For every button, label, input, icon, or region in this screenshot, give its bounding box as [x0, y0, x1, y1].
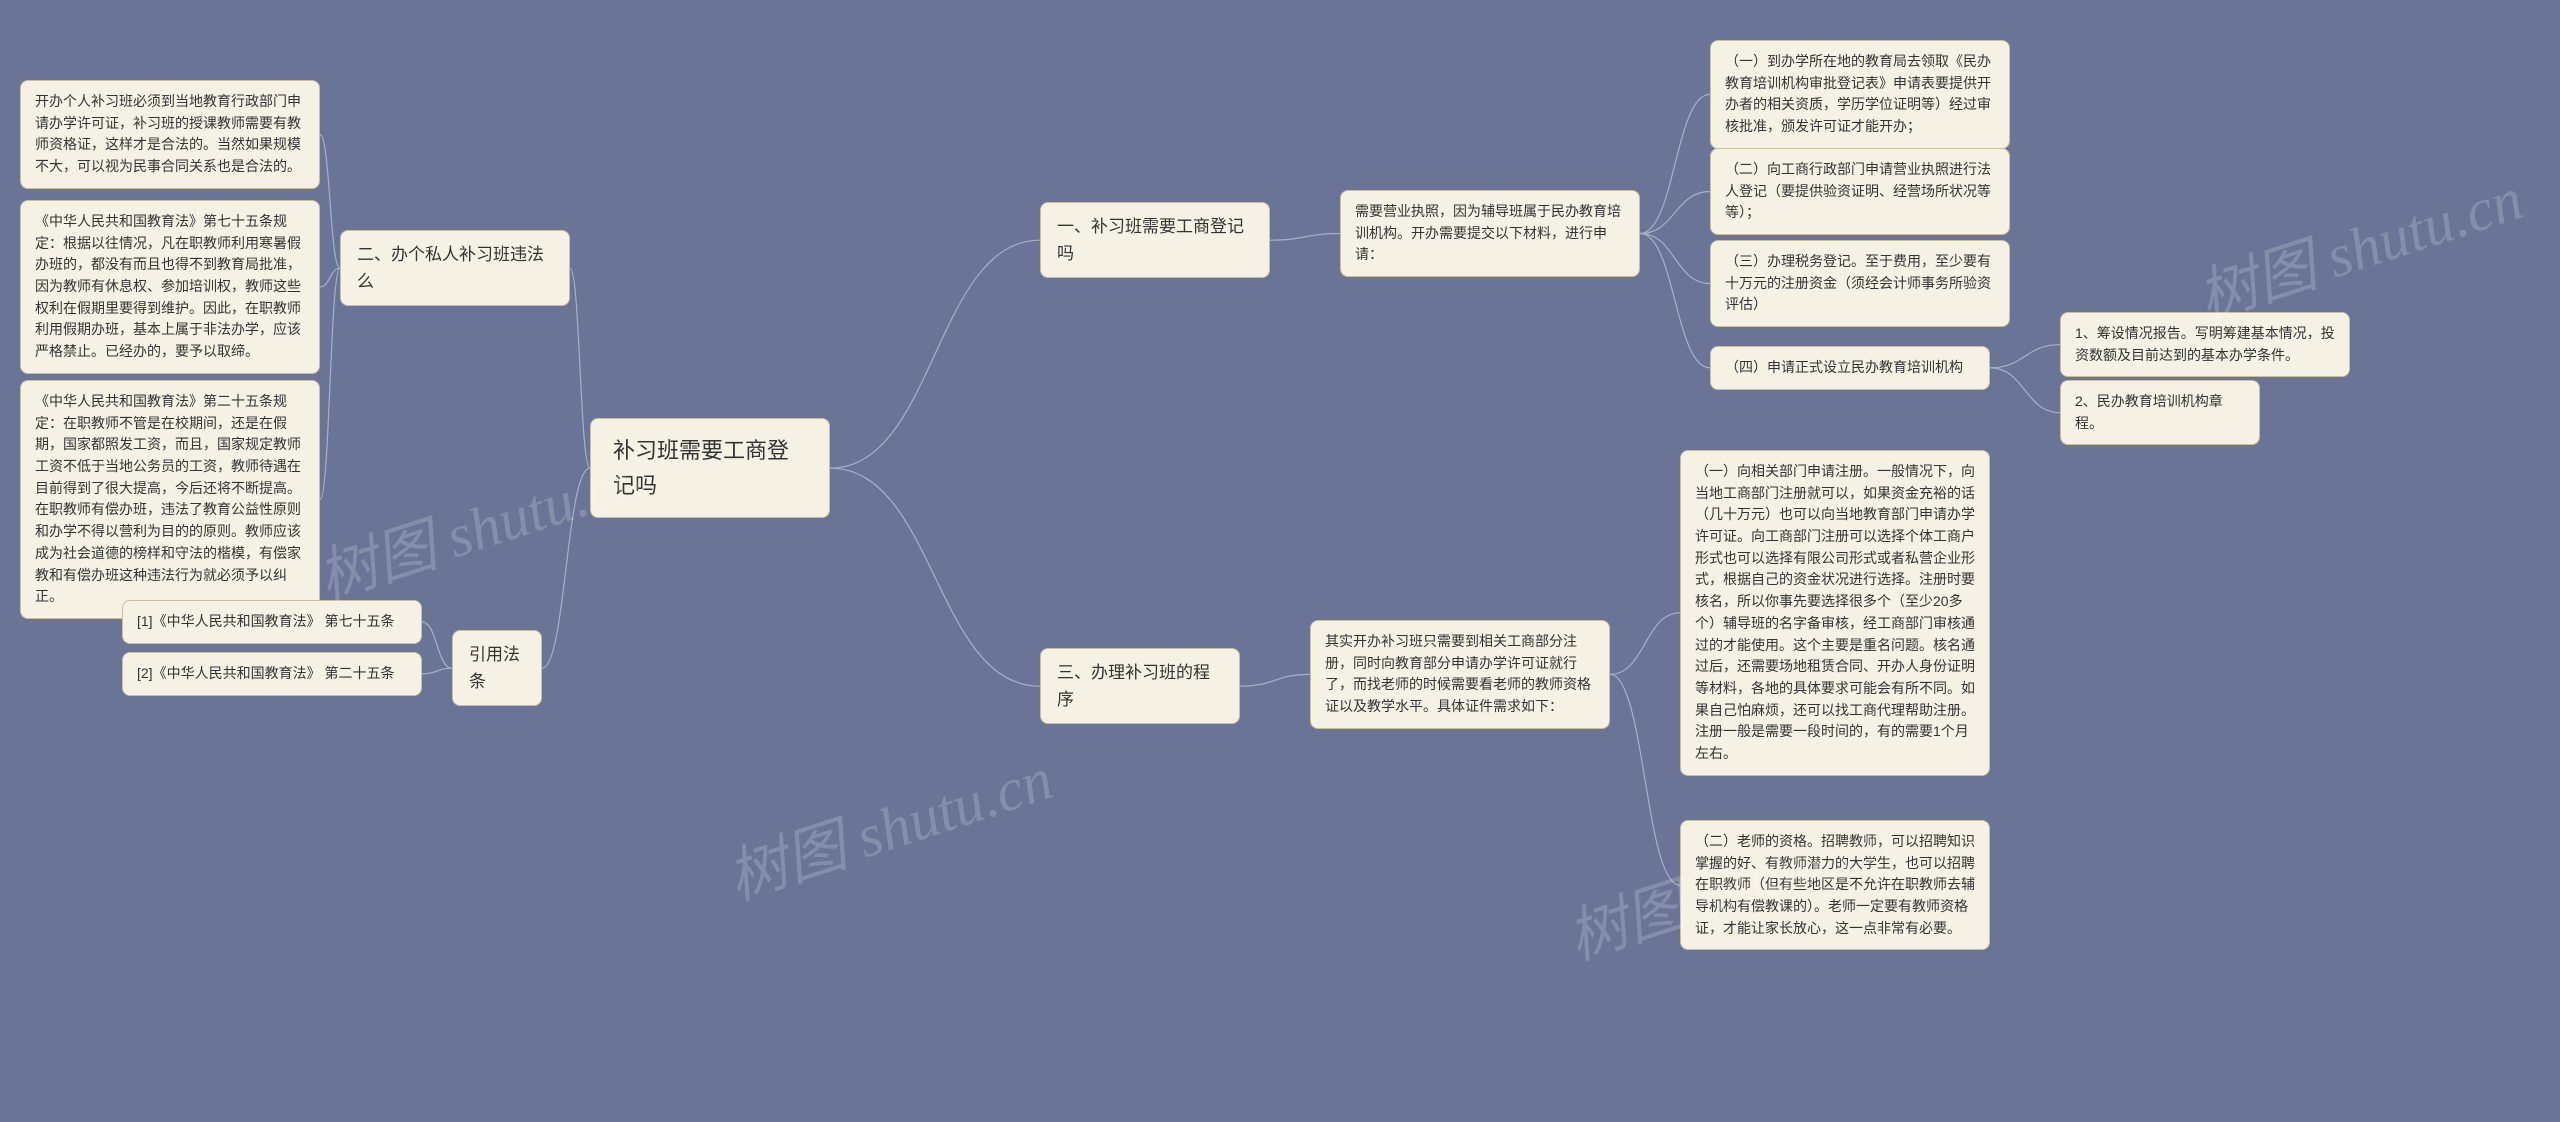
branch-1-item-4-sub-1: 1、筹设情况报告。写明筹建基本情况，投资数额及目前达到的基本办学条件。	[2060, 312, 2350, 377]
branch-2: 二、办个私人补习班违法么	[340, 230, 570, 306]
connector-layer	[0, 0, 2560, 1122]
leaf-text: [1]《中华人民共和国教育法》 第七十五条	[137, 613, 394, 629]
leaf-text: （四）申请正式设立民办教育培训机构	[1725, 359, 1963, 375]
branch-4-item-2: [2]《中华人民共和国教育法》 第二十五条	[122, 652, 422, 696]
branch-3-item-1: （一）向相关部门申请注册。一般情况下，向当地工商部门注册就可以，如果资金充裕的话…	[1680, 450, 1990, 776]
branch-1-item-4-sub-2: 2、民办教育培训机构章程。	[2060, 380, 2260, 445]
branch-1-item-4: （四）申请正式设立民办教育培训机构	[1710, 346, 1990, 390]
watermark: 树图 shutu.cn	[2185, 150, 2532, 337]
leaf-text: （二）向工商行政部门申请营业执照进行法人登记（要提供验资证明、经营场所状况等等）…	[1725, 161, 1991, 220]
leaf-text: （一）向相关部门申请注册。一般情况下，向当地工商部门注册就可以，如果资金充裕的话…	[1695, 463, 1975, 761]
branch-label: 三、办理补习班的程序	[1057, 663, 1210, 709]
leaf-text: （三）办理税务登记。至于费用，至少要有十万元的注册资金（须经会计师事务所验资评估…	[1725, 253, 1991, 312]
branch-2-item-1: 开办个人补习班必须到当地教育行政部门申请办学许可证，补习班的授课教师需要有教师资…	[20, 80, 320, 189]
branch-4-item-1: [1]《中华人民共和国教育法》 第七十五条	[122, 600, 422, 644]
leaf-text: 《中华人民共和国教育法》第二十五条规定：在职教师不管是在校期间，还是在假期，国家…	[35, 393, 301, 604]
branch-1-item-2: （二）向工商行政部门申请营业执照进行法人登记（要提供验资证明、经营场所状况等等）…	[1710, 148, 2010, 235]
mindmap-root: 补习班需要工商登记吗	[590, 418, 830, 518]
branch-3-item-2: （二）老师的资格。招聘教师，可以招聘知识掌握的好、有教师潜力的大学生，也可以招聘…	[1680, 820, 1990, 950]
watermark: 树图 shutu.cn	[715, 730, 1062, 917]
branch-4: 引用法条	[452, 630, 542, 706]
branch-1-item-1: （一）到办学所在地的教育局去领取《民办教育培训机构审批登记表》申请表要提供开办者…	[1710, 40, 2010, 149]
leaf-text: 《中华人民共和国教育法》第七十五条规定：根据以往情况，凡在职教师利用寒暑假办班的…	[35, 213, 301, 359]
leaf-text: 其实开办补习班只需要到相关工商部分注册，同时向教育部分申请办学许可证就行了，而找…	[1325, 633, 1591, 714]
leaf-text: 需要营业执照，因为辅导班属于民办教育培训机构。开办需要提交以下材料，进行申请：	[1355, 203, 1621, 262]
branch-3: 三、办理补习班的程序	[1040, 648, 1240, 724]
branch-label: 一、补习班需要工商登记吗	[1057, 217, 1244, 263]
leaf-text: 1、筹设情况报告。写明筹建基本情况，投资数额及目前达到的基本办学条件。	[2075, 325, 2335, 363]
branch-1: 一、补习班需要工商登记吗	[1040, 202, 1270, 278]
root-label: 补习班需要工商登记吗	[613, 438, 789, 498]
branch-2-item-2: 《中华人民共和国教育法》第七十五条规定：根据以往情况，凡在职教师利用寒暑假办班的…	[20, 200, 320, 374]
branch-label: 二、办个私人补习班违法么	[357, 245, 544, 291]
leaf-text: 开办个人补习班必须到当地教育行政部门申请办学许可证，补习班的授课教师需要有教师资…	[35, 93, 301, 174]
leaf-text: （一）到办学所在地的教育局去领取《民办教育培训机构审批登记表》申请表要提供开办者…	[1725, 53, 1991, 134]
branch-2-item-3: 《中华人民共和国教育法》第二十五条规定：在职教师不管是在校期间，还是在假期，国家…	[20, 380, 320, 619]
branch-1-desc: 需要营业执照，因为辅导班属于民办教育培训机构。开办需要提交以下材料，进行申请：	[1340, 190, 1640, 277]
leaf-text: 2、民办教育培训机构章程。	[2075, 393, 2223, 431]
leaf-text: [2]《中华人民共和国教育法》 第二十五条	[137, 665, 394, 681]
branch-label: 引用法条	[469, 645, 520, 691]
branch-3-desc: 其实开办补习班只需要到相关工商部分注册，同时向教育部分申请办学许可证就行了，而找…	[1310, 620, 1610, 729]
branch-1-item-3: （三）办理税务登记。至于费用，至少要有十万元的注册资金（须经会计师事务所验资评估…	[1710, 240, 2010, 327]
leaf-text: （二）老师的资格。招聘教师，可以招聘知识掌握的好、有教师潜力的大学生，也可以招聘…	[1695, 833, 1975, 936]
